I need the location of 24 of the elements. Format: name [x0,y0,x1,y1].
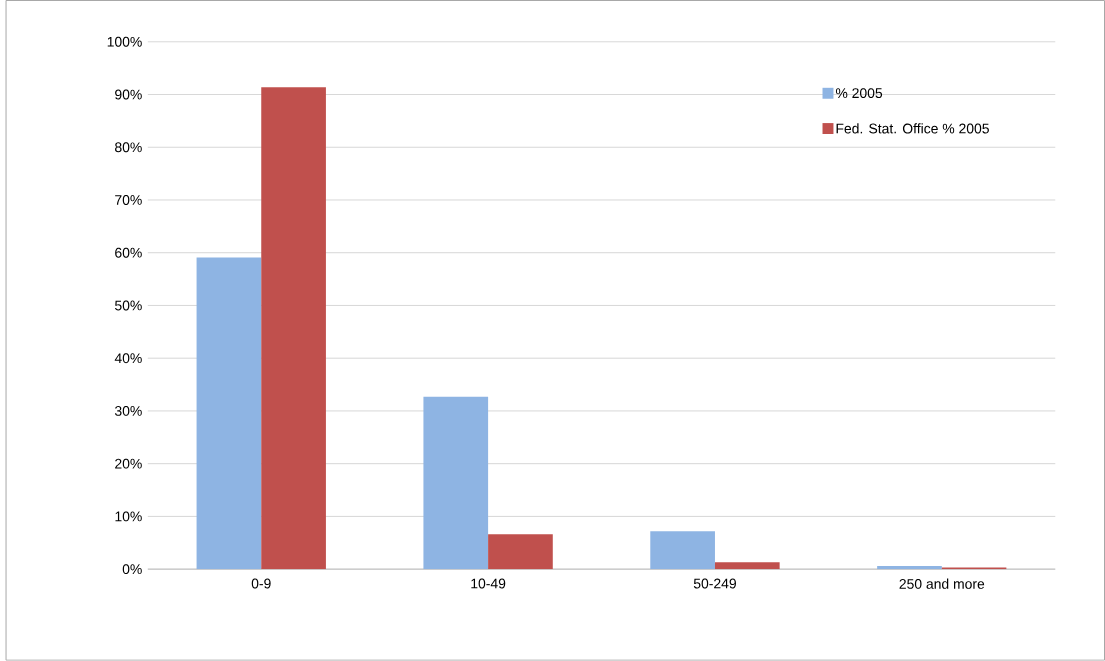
y-tick-label: 50% [114,300,142,311]
bar [714,562,780,570]
y-tick-label: 30% [114,406,142,417]
bar [261,87,326,570]
x-tick-label: 50-249 [693,578,736,589]
legend-label: % 2005 [835,88,883,99]
y-tick-label: 10% [115,511,142,522]
y-tick-label: 70% [115,195,142,206]
bar [650,531,715,570]
y-tick-label: 40% [114,353,142,364]
y-tick-label: 90% [115,89,142,100]
bar [196,257,262,570]
x-tick-label: 250 and more [899,578,985,590]
y-tick-label: 100% [107,37,142,47]
x-tick-label: 0-9 [251,578,271,589]
y-tick-label: 20% [115,458,142,469]
x-tick-label: 10-49 [471,578,506,589]
y-tick-label: 80% [115,142,142,153]
y-tick-label: 0% [122,564,142,575]
bar [488,534,553,570]
legend-label: Fed. Stat. Office % 2005 [836,123,989,134]
bar [423,396,489,570]
bar [877,566,942,570]
y-tick-label: 60% [115,247,142,258]
